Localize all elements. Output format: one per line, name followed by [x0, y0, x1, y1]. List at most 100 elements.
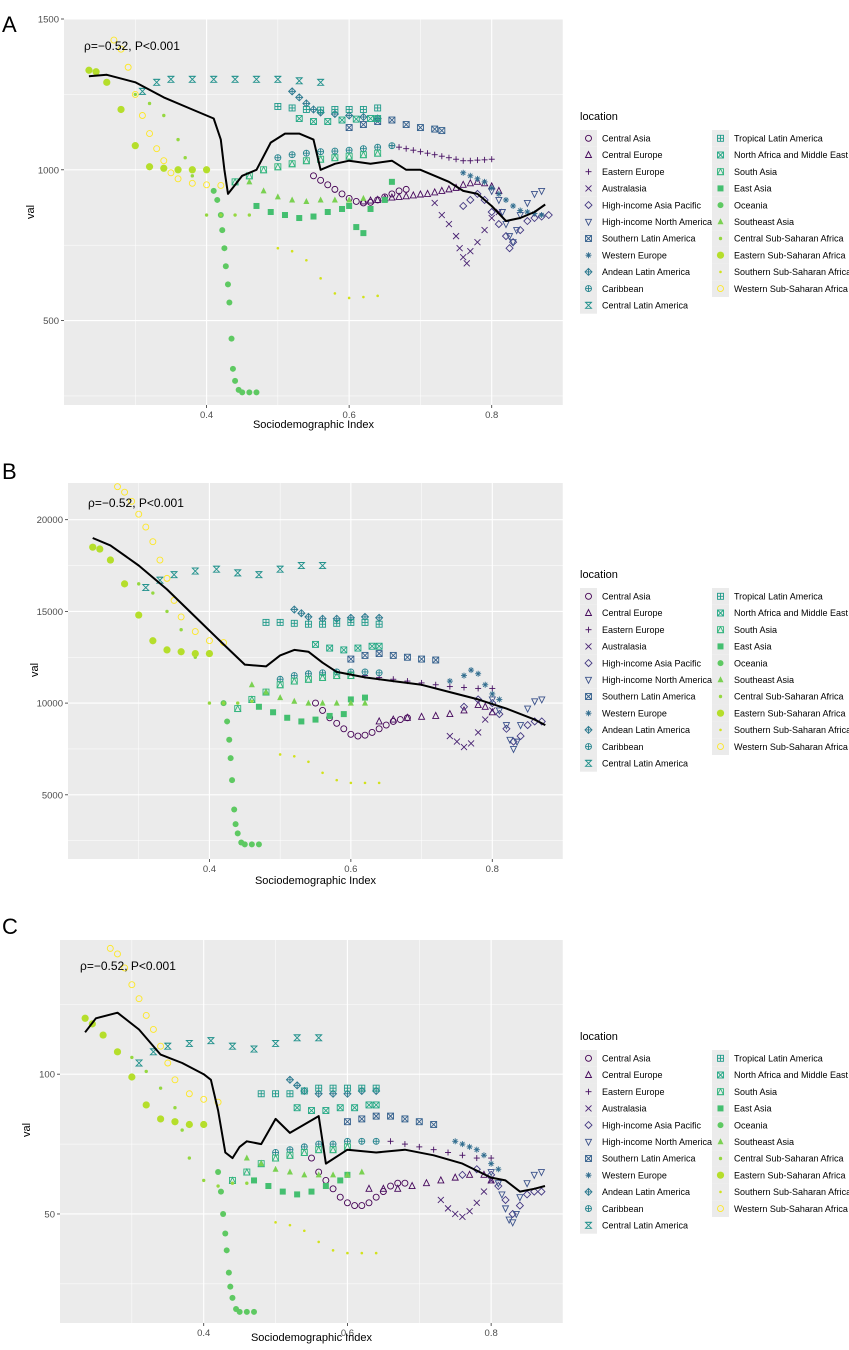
data-point: [281, 212, 288, 219]
data-point: [288, 1223, 292, 1227]
data-point: [402, 121, 410, 128]
series-central-latin-america: [141, 562, 327, 591]
y-tick-label: 5000: [42, 790, 63, 801]
data-point: [163, 646, 171, 654]
data-point: [236, 701, 240, 705]
data-point: [324, 209, 331, 215]
legend-label: Western Sub-Saharan Africa: [734, 742, 848, 752]
legend-item: Central Latin America: [580, 755, 688, 772]
data-point: [229, 365, 236, 372]
data-point: [396, 144, 403, 151]
data-point: [229, 1294, 236, 1301]
data-point: [362, 295, 365, 299]
data-point: [258, 1160, 265, 1167]
legend-label: Central Latin America: [602, 1221, 688, 1231]
data-point: [157, 1115, 165, 1123]
data-point: [185, 1039, 194, 1047]
legend-item: Eastern Europe: [580, 621, 665, 639]
legend-item: Eastern Sub-Saharan Africa: [712, 704, 846, 722]
series-central-latin-america: [138, 75, 325, 95]
legend-label: Southern Latin America: [602, 234, 696, 244]
data-point: [515, 1201, 525, 1210]
data-point: [251, 1308, 258, 1315]
data-point: [171, 1076, 179, 1084]
data-point: [292, 754, 296, 758]
data-point: [315, 1171, 322, 1178]
series-tropical-latin-america: [262, 618, 383, 628]
data-point: [135, 611, 143, 619]
data-point: [459, 1213, 466, 1221]
legend-key: [580, 1133, 597, 1151]
panel-letter: B: [2, 459, 17, 484]
data-point: [346, 196, 353, 203]
data-point: [160, 157, 168, 165]
data-point: [367, 115, 374, 122]
legend-label: Central Sub-Saharan Africa: [734, 692, 844, 702]
data-point: [417, 148, 424, 155]
data-point: [430, 187, 439, 196]
data-point: [85, 66, 93, 74]
data-point: [167, 169, 175, 177]
data-point: [451, 1210, 459, 1218]
series-southern-sub-saharan-africa: [276, 246, 379, 300]
data-point: [339, 205, 346, 212]
data-point: [133, 92, 137, 97]
data-point: [358, 1115, 366, 1123]
data-point: [505, 233, 514, 241]
data-point: [459, 253, 467, 261]
data-point: [474, 238, 481, 246]
data-point: [453, 156, 460, 163]
legend-key-marker: [585, 235, 592, 242]
data-point: [498, 209, 507, 217]
data-point: [452, 1138, 459, 1145]
data-point: [459, 1141, 466, 1148]
legend-item: East Asia: [712, 1100, 772, 1117]
data-point: [276, 680, 284, 689]
legend-label: Southeast Asia: [734, 217, 794, 227]
data-point: [224, 281, 231, 288]
legend-label: Southern Latin America: [602, 692, 696, 702]
data-point: [488, 184, 495, 191]
data-point: [508, 1219, 517, 1227]
series-high-income-asia-pacific: [459, 695, 546, 746]
legend-label: Central Europe: [602, 150, 663, 160]
data-point: [272, 1165, 279, 1172]
series-east-asia: [255, 694, 368, 725]
data-point: [305, 258, 308, 262]
data-point: [343, 1089, 352, 1098]
data-point: [489, 690, 496, 697]
legend-item: Western Sub-Saharan Africa: [712, 1200, 848, 1217]
data-point: [319, 620, 327, 628]
series-oceania: [210, 187, 260, 396]
data-point: [319, 277, 322, 280]
legend-key-marker: [585, 1172, 592, 1179]
data-point: [304, 620, 312, 628]
series-central-sub-saharan-africa: [137, 582, 254, 705]
series-southern-latin-america: [347, 650, 440, 664]
data-point: [487, 207, 496, 217]
data-point: [149, 538, 157, 546]
data-point: [253, 389, 260, 396]
data-point: [144, 1069, 148, 1074]
legend-label: Andean Latin America: [602, 267, 690, 277]
data-point: [331, 147, 339, 155]
data-point: [375, 669, 383, 677]
data-point: [255, 841, 262, 848]
data-point: [387, 1138, 394, 1145]
data-point: [302, 149, 310, 157]
data-point: [409, 190, 418, 199]
data-point: [343, 1199, 351, 1207]
legend-label: Western Europe: [602, 250, 667, 260]
data-point: [135, 995, 143, 1003]
data-point: [220, 1210, 227, 1217]
data-point: [290, 249, 294, 253]
data-point: [498, 1191, 506, 1199]
data-point: [459, 702, 469, 711]
data-point: [467, 157, 474, 164]
data-point: [314, 1089, 323, 1098]
data-point: [460, 743, 468, 751]
data-point: [362, 699, 368, 706]
legend-item: Tropical Latin America: [712, 1050, 823, 1067]
data-point: [308, 1107, 315, 1114]
data-point: [403, 713, 412, 721]
